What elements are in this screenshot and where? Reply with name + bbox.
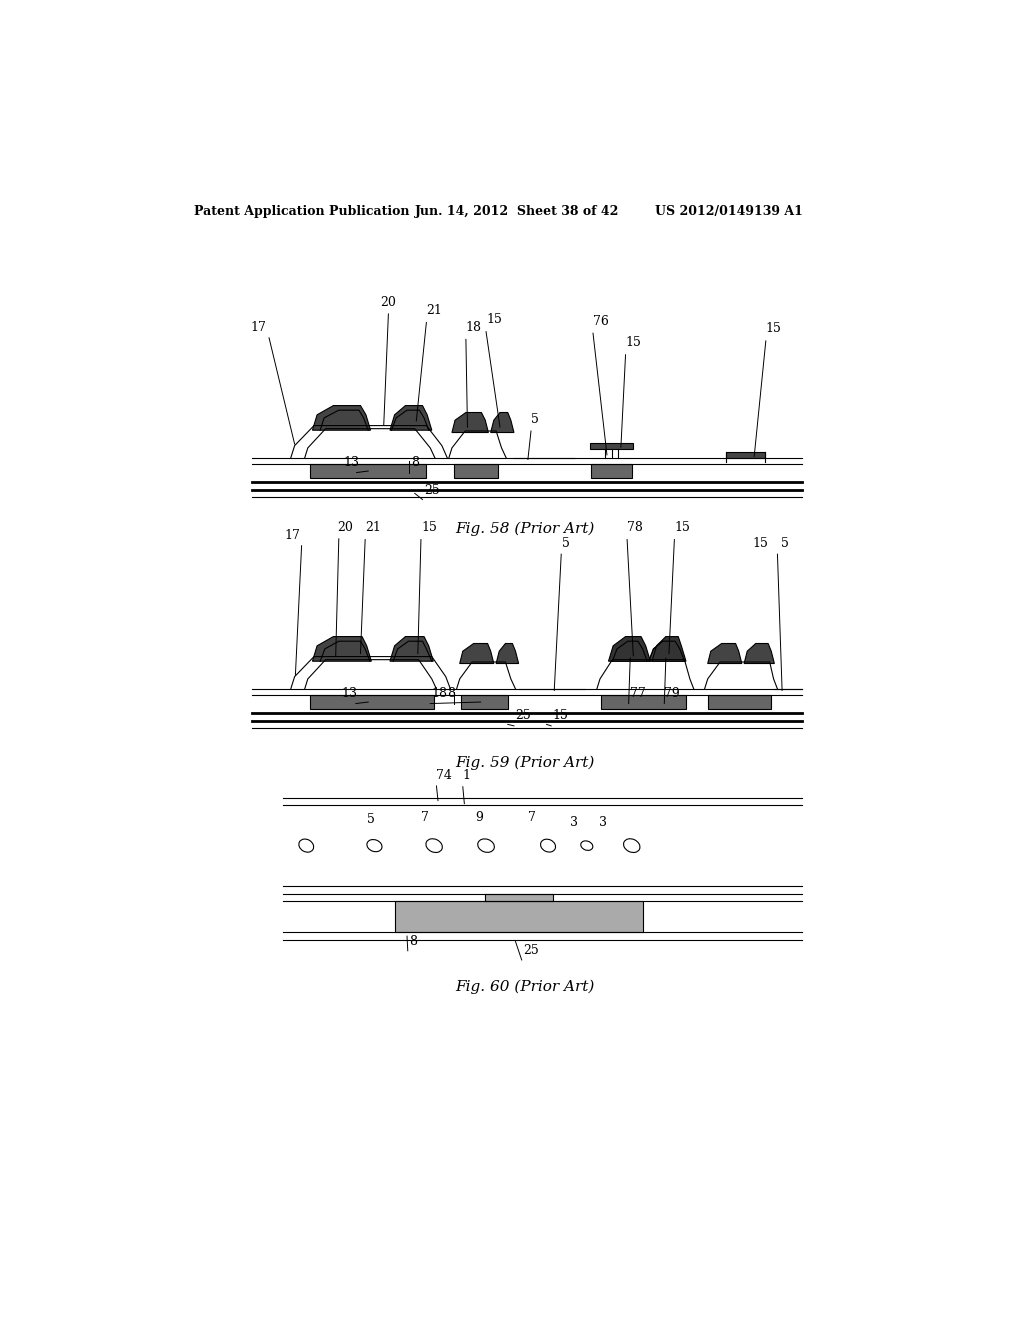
Text: Patent Application Publication: Patent Application Publication [194,205,410,218]
Polygon shape [601,696,686,709]
Text: 1: 1 [463,770,471,781]
Text: 5: 5 [562,536,570,549]
Polygon shape [744,644,774,664]
Text: Fig. 60 (Prior Art): Fig. 60 (Prior Art) [455,979,595,994]
Text: 5: 5 [780,536,788,549]
Polygon shape [652,636,686,661]
Text: 15: 15 [421,521,437,535]
Text: 20: 20 [381,296,396,309]
Polygon shape [390,405,432,430]
Text: 74: 74 [436,770,453,781]
Text: 15: 15 [626,337,641,350]
Text: 8: 8 [410,935,418,948]
Text: 15: 15 [553,709,568,722]
Text: 20: 20 [337,521,353,535]
Polygon shape [590,442,633,449]
Polygon shape [310,465,426,478]
Polygon shape [310,696,434,709]
Polygon shape [460,644,494,664]
Text: 18: 18 [432,686,447,700]
Text: 25: 25 [424,484,439,498]
Polygon shape [708,696,771,709]
Text: 17: 17 [285,529,300,543]
Polygon shape [452,412,488,433]
Text: 25: 25 [515,709,531,722]
Text: 3: 3 [569,816,578,829]
Text: 8: 8 [447,686,456,700]
Text: 15: 15 [486,313,502,326]
Polygon shape [395,902,643,932]
Polygon shape [312,405,371,430]
Text: 13: 13 [341,686,357,700]
Text: 5: 5 [367,813,375,825]
Text: Fig. 58 (Prior Art): Fig. 58 (Prior Art) [455,521,595,536]
Text: 15: 15 [675,521,690,535]
Polygon shape [496,644,518,664]
Polygon shape [708,644,741,664]
Polygon shape [612,642,647,661]
Polygon shape [454,465,499,478]
Polygon shape [312,636,372,661]
Text: 15: 15 [766,322,781,335]
Text: 5: 5 [531,413,539,426]
Text: 3: 3 [599,816,607,829]
Polygon shape [484,894,553,902]
Text: Fig. 59 (Prior Art): Fig. 59 (Prior Art) [455,755,595,770]
Text: 76: 76 [593,314,609,327]
Text: 15: 15 [753,536,769,549]
Polygon shape [649,642,684,661]
Polygon shape [490,412,514,433]
Polygon shape [726,451,765,458]
Polygon shape [390,636,433,661]
Text: 21: 21 [426,304,442,317]
Text: 77: 77 [630,686,646,700]
Text: Jun. 14, 2012  Sheet 38 of 42: Jun. 14, 2012 Sheet 38 of 42 [415,205,620,218]
Text: 8: 8 [411,455,419,469]
Polygon shape [608,636,650,661]
Text: 18: 18 [466,321,482,334]
Text: 79: 79 [665,686,680,700]
Text: 78: 78 [627,521,643,535]
Text: US 2012/0149139 A1: US 2012/0149139 A1 [655,205,803,218]
Text: 7: 7 [528,810,536,824]
Polygon shape [592,465,632,478]
Text: 21: 21 [366,521,381,535]
Polygon shape [461,696,508,709]
Text: 9: 9 [475,810,483,824]
Text: 17: 17 [250,321,266,334]
Text: 25: 25 [523,944,539,957]
Text: 13: 13 [343,455,359,469]
Text: 7: 7 [421,810,429,824]
